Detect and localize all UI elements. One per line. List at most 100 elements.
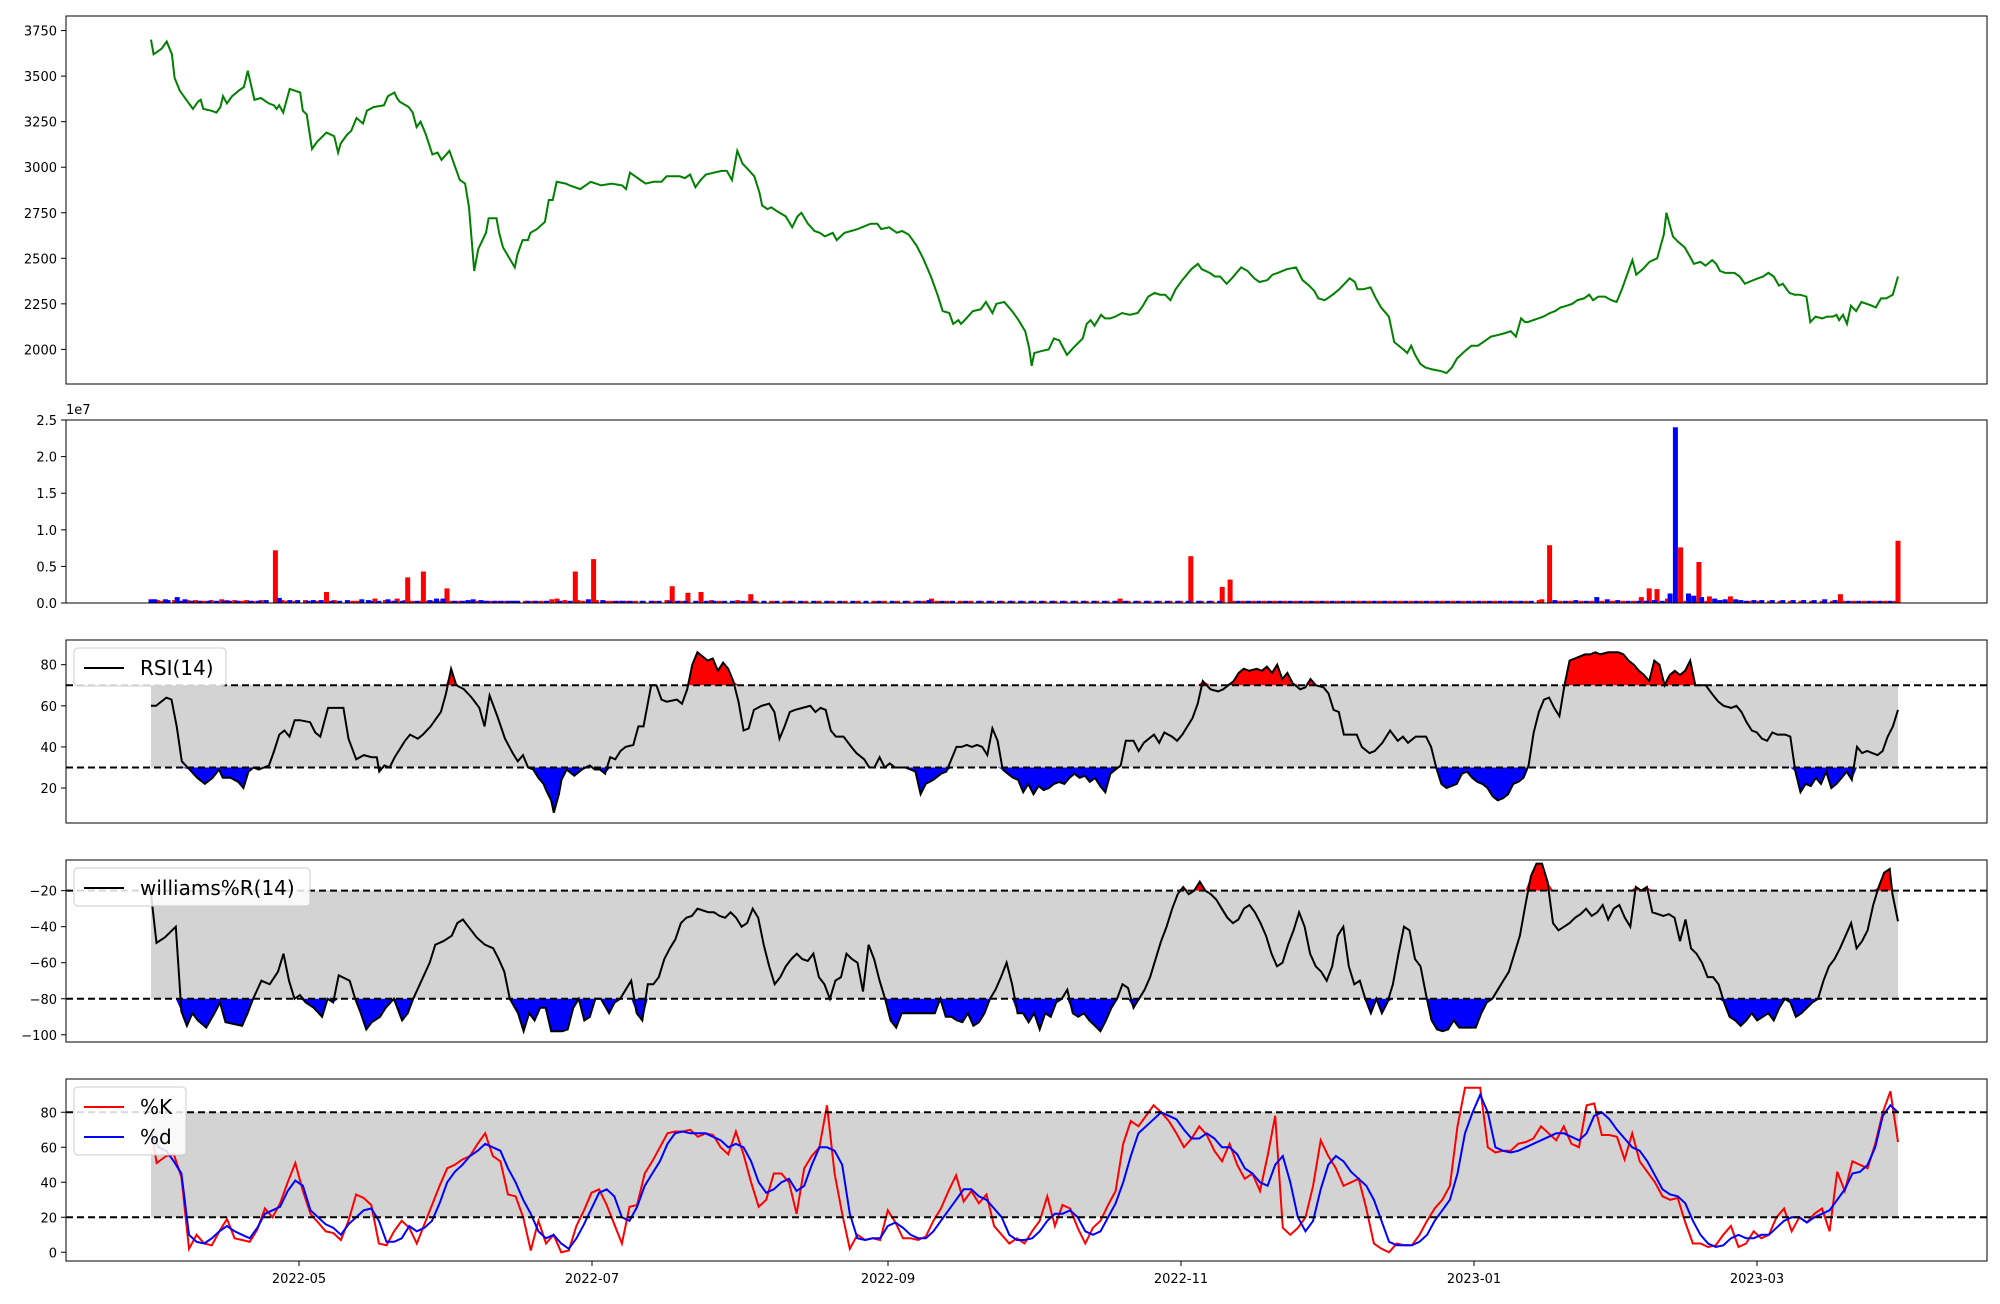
volume-bar bbox=[1769, 600, 1775, 603]
volume-bar bbox=[1583, 600, 1589, 603]
volume-bar bbox=[871, 600, 877, 603]
volume-bar bbox=[997, 600, 1003, 603]
volume-bar bbox=[1408, 600, 1414, 603]
volume-bar bbox=[703, 600, 709, 603]
stochastic-ytick-label: 20 bbox=[40, 1211, 57, 1226]
volume-bar bbox=[639, 600, 645, 603]
volume-bar bbox=[316, 600, 322, 603]
volume-ytick-label: 1.5 bbox=[36, 487, 57, 502]
volume-bar bbox=[761, 600, 767, 603]
volume-bar bbox=[667, 600, 673, 603]
volume-bar bbox=[1282, 600, 1288, 603]
volume-bar bbox=[177, 600, 183, 603]
volume-bar bbox=[392, 600, 398, 603]
volume-bar bbox=[1644, 600, 1650, 603]
volume-bar bbox=[409, 600, 415, 603]
volume-bar bbox=[787, 600, 793, 603]
x-tick-label: 2023-01 bbox=[1447, 1272, 1501, 1287]
volume-bar bbox=[258, 600, 264, 603]
volume-bar bbox=[1434, 600, 1440, 603]
volume-bar bbox=[1122, 600, 1128, 603]
volume-bar bbox=[790, 600, 796, 603]
volume-bar bbox=[502, 600, 508, 603]
volume-bar bbox=[549, 599, 555, 603]
volume-bar bbox=[1809, 600, 1815, 603]
volume-bar bbox=[1759, 600, 1765, 603]
volume-bar bbox=[538, 600, 544, 603]
volume-bar bbox=[232, 600, 238, 603]
volume-bar bbox=[1822, 599, 1828, 603]
volume-bar bbox=[530, 600, 536, 603]
williams-legend-label: williams%R(14) bbox=[140, 876, 295, 900]
volume-bar bbox=[709, 600, 714, 603]
stochastic-ytick-label: 40 bbox=[40, 1176, 57, 1191]
volume-bar bbox=[1196, 600, 1202, 603]
volume-bar bbox=[1665, 598, 1670, 603]
volume-bar bbox=[206, 600, 212, 603]
volume-bar bbox=[214, 600, 219, 603]
volume-bar bbox=[1031, 600, 1037, 603]
volume-bar bbox=[745, 600, 751, 603]
volume-bar bbox=[769, 600, 775, 603]
volume-bar bbox=[512, 600, 518, 603]
volume-bar bbox=[509, 600, 515, 603]
stochastic-legend-label: %d bbox=[140, 1125, 172, 1149]
volume-bar bbox=[1892, 600, 1898, 603]
williams-band bbox=[151, 890, 1898, 999]
volume-bar bbox=[664, 600, 670, 603]
volume-bar bbox=[620, 600, 625, 603]
volume-bar bbox=[248, 600, 253, 603]
volume-bar bbox=[1615, 600, 1621, 603]
volume-bar bbox=[1382, 600, 1388, 603]
stochastic-ytick-label: 60 bbox=[40, 1141, 57, 1156]
volume-bar bbox=[1887, 600, 1893, 603]
volume-bar bbox=[1801, 600, 1807, 603]
volume-bar bbox=[1704, 600, 1710, 603]
rsi-legend: RSI(14) bbox=[73, 647, 227, 687]
volume-bar bbox=[1861, 600, 1867, 603]
williams-legend-box bbox=[73, 867, 311, 907]
volume-bar bbox=[934, 600, 940, 603]
volume-bar bbox=[682, 600, 688, 603]
volume-bar bbox=[1573, 600, 1579, 603]
volume-bar bbox=[1518, 600, 1524, 603]
volume-bar bbox=[722, 600, 728, 603]
volume-bar bbox=[1798, 600, 1804, 603]
volume-bar bbox=[1625, 600, 1631, 603]
volume-bar bbox=[494, 600, 500, 603]
volume-bar bbox=[905, 600, 911, 603]
volume-bar bbox=[284, 600, 290, 603]
volume-bar bbox=[148, 599, 154, 603]
volume-bar bbox=[1790, 600, 1796, 603]
volume-bar bbox=[295, 600, 301, 603]
x-tick-label: 2022-07 bbox=[565, 1272, 619, 1287]
volume-bar bbox=[913, 600, 919, 603]
volume-bar bbox=[331, 600, 337, 603]
volume-bar bbox=[224, 600, 230, 603]
volume-bar bbox=[753, 600, 759, 603]
volume-bar bbox=[591, 559, 597, 603]
volume-bar bbox=[1287, 600, 1293, 603]
volume-bar bbox=[1455, 600, 1461, 603]
volume-bar bbox=[385, 599, 391, 603]
volume-bar bbox=[1429, 600, 1435, 603]
volume-bar bbox=[1319, 600, 1325, 603]
volume-bar bbox=[457, 600, 463, 603]
volume-bar bbox=[172, 600, 178, 603]
volume-bar bbox=[1403, 600, 1409, 603]
rsi-ytick-label: 20 bbox=[40, 782, 57, 797]
price-ytick-label: 2000 bbox=[24, 343, 57, 358]
volume-bar bbox=[1610, 600, 1615, 603]
volume-bar bbox=[889, 600, 895, 603]
volume-bar bbox=[1481, 600, 1487, 603]
volume-bar bbox=[1073, 600, 1079, 603]
volume-bar bbox=[575, 600, 581, 603]
volume-bar bbox=[460, 600, 466, 603]
volume-bar bbox=[525, 600, 531, 603]
stochastic-panel: 0 20 40 60 80 %K %d bbox=[40, 1078, 1988, 1262]
volume-bar bbox=[1164, 600, 1170, 603]
volume-bar bbox=[1678, 547, 1684, 603]
volume-bar bbox=[750, 600, 756, 603]
volume-bar bbox=[1654, 589, 1660, 603]
volume-bar bbox=[963, 600, 969, 603]
